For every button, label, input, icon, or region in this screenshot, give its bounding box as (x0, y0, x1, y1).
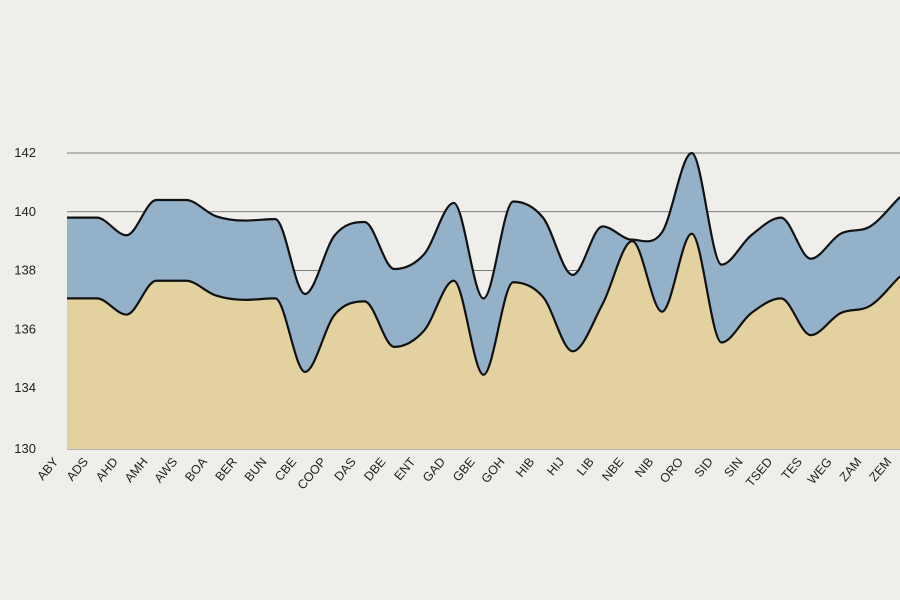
x-tick-label: AHD (93, 455, 121, 484)
y-tick-label: 140 (14, 204, 36, 219)
x-tick-label: TSED (743, 455, 775, 490)
x-tick-label: GBE (450, 455, 478, 484)
x-tick-label: ORO (657, 455, 686, 486)
x-tick-label: NBE (599, 455, 626, 484)
x-tick-label: COOP (295, 455, 329, 492)
x-tick-label: ENT (392, 455, 419, 483)
series-1-line (67, 151, 900, 300)
y-tick-label: 130 (14, 441, 36, 456)
y-tick-label: 134 (14, 380, 36, 395)
x-tick-label: CBE (272, 455, 299, 484)
y-tick-label: 142 (14, 145, 36, 160)
x-tick-label: HIJ (544, 455, 567, 478)
x-tick-label: ZEM (867, 455, 895, 484)
x-tick-label: BUN (242, 455, 270, 484)
x-tick-label: HIB (513, 455, 537, 480)
x-tick-label: AMH (122, 455, 151, 485)
x-tick-label: DBE (361, 455, 388, 484)
y-tick-label: 138 (14, 263, 36, 278)
x-tick-label: ZAM (837, 455, 865, 484)
x-tick-label: SIN (721, 455, 745, 480)
x-tick-label: ABY (34, 454, 61, 483)
x-tick-label: GOH (479, 455, 508, 486)
x-tick-label: ADS (64, 455, 91, 484)
x-tick-label: SID (692, 455, 716, 480)
x-tick-label: LIB (574, 455, 597, 478)
x-tick-label: DAS (332, 455, 359, 484)
x-tick-label: BER (213, 455, 240, 484)
x-tick-label: AWS (152, 455, 181, 485)
x-tick-label: TES (779, 455, 805, 483)
x-tick-label: GAD (420, 455, 448, 485)
y-tick-label: 136 (14, 321, 36, 336)
x-tick-label: BOA (182, 454, 210, 484)
x-tick-label: WEG (805, 455, 835, 487)
x-tick-label: NIB (632, 455, 656, 480)
y-axis: 142 140 138 136 134 130 (14, 145, 36, 456)
series-2-line (67, 232, 900, 376)
area-series (67, 151, 900, 449)
series-2-area (67, 233, 900, 449)
